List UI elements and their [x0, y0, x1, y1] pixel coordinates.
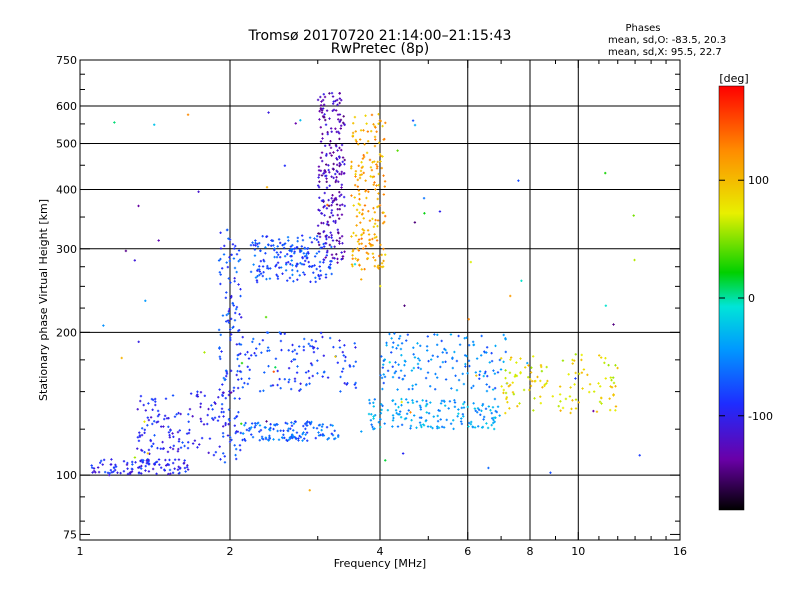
cluster-scatter-noise [102, 111, 641, 492]
cluster-low-E-trace [90, 458, 190, 477]
y-tick-label: 200 [56, 326, 77, 339]
cluster-F1-lower [239, 420, 340, 442]
y-axis-label: Stationary phase Virtual Height [km] [37, 199, 50, 401]
colorbar-ticks: 100 0 -100 [719, 174, 773, 423]
cluster-E-rising [136, 390, 231, 457]
data-points [90, 91, 641, 492]
cluster-mid-band [232, 331, 358, 393]
y-tick-label: 500 [56, 138, 77, 151]
cluster-F-cusp-O [316, 91, 346, 264]
grid-lines [80, 60, 680, 540]
cluster-F-X-branch [350, 112, 387, 271]
y-tick-label: 400 [56, 184, 77, 197]
chart-subtitle: RwPretec (8p) [331, 41, 429, 57]
y-tick-label: 100 [56, 469, 77, 482]
chart-title: Tromsø 20170720 21:14:00–21:15:43 [248, 28, 512, 44]
x-axis-label: Frequency [MHz] [334, 557, 426, 570]
x-tick-label: 4 [377, 545, 384, 558]
colorbar-tick-label: 100 [748, 174, 769, 187]
cluster-E-cusp [217, 228, 242, 464]
stats-line-x: mean, sd,X: 95.5, 22.7 [608, 47, 722, 58]
y-tick-label: 750 [56, 54, 77, 67]
x-tick-label: 6 [464, 545, 471, 558]
x-tick-label: 2 [227, 545, 234, 558]
x-tick-label: 8 [527, 545, 534, 558]
cluster-far-right [499, 353, 619, 415]
x-tick-label: 10 [571, 545, 585, 558]
stats-header: Phases [625, 23, 660, 34]
colorbar-label: [deg] [719, 72, 748, 85]
cluster-high-freq-lower [367, 397, 501, 431]
x-tick-label: 16 [673, 545, 687, 558]
y-tick-label: 75 [63, 528, 77, 541]
cluster-high-freq-mid [379, 332, 509, 393]
cluster-F-upper-trace [249, 234, 333, 284]
colorbar-tick-label: 0 [748, 292, 755, 305]
y-tick-label: 300 [56, 243, 77, 256]
stats-line-o: mean, sd,O: -83.5, 20.3 [608, 35, 726, 46]
colorbar-tick-label: -100 [748, 410, 773, 423]
x-tick-label: 1 [77, 545, 84, 558]
y-tick-label: 600 [56, 100, 77, 113]
axis-ticks: 1 2 4 6 8 10 16 75 100 200 300 400 500 600 750 [56, 54, 687, 558]
